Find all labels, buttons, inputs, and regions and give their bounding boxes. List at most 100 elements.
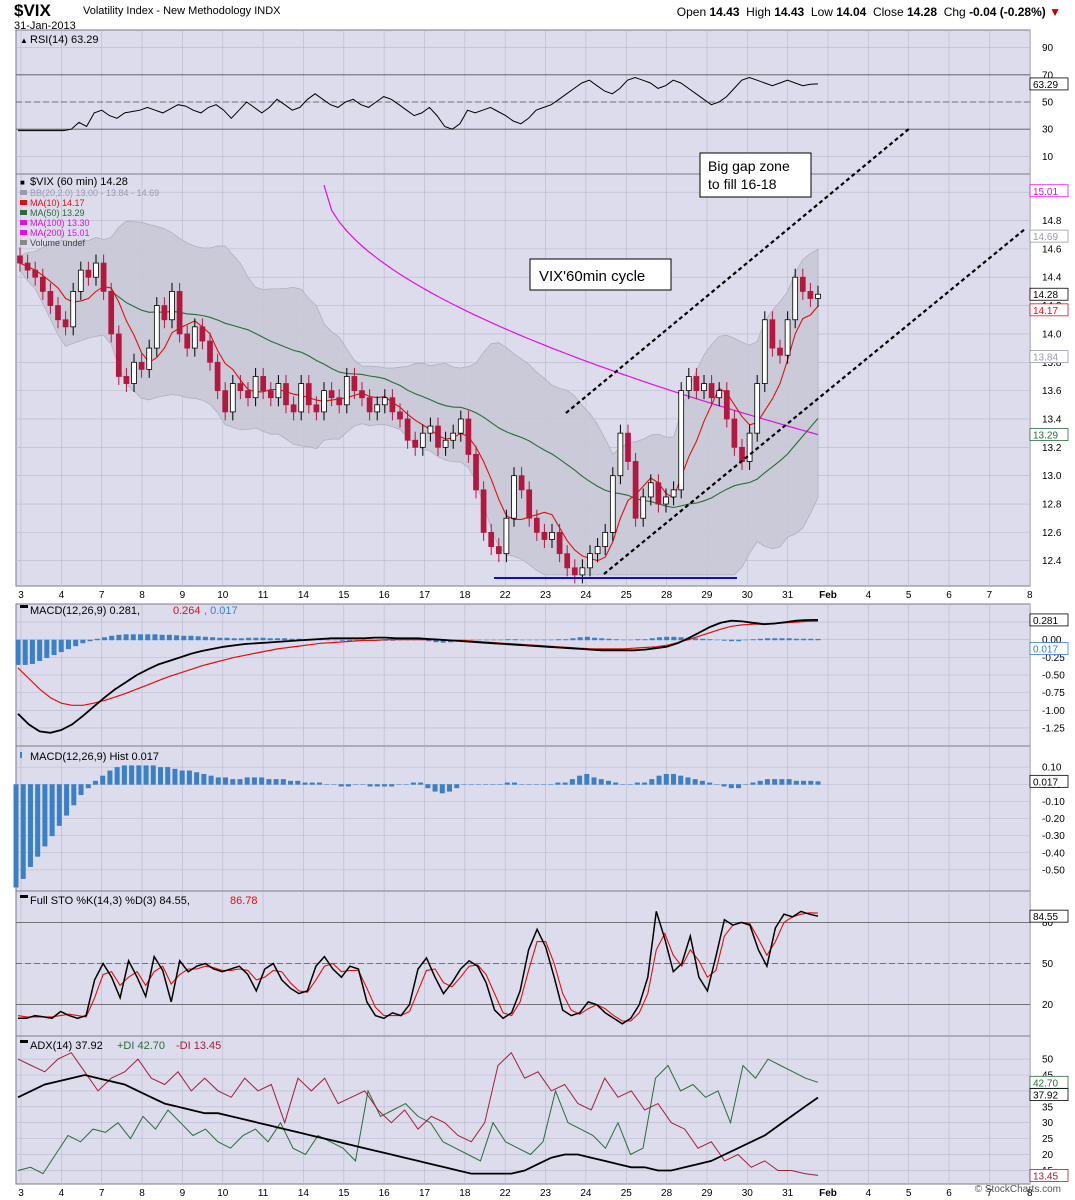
hist-bar — [136, 765, 142, 785]
macd-hist-bar — [469, 639, 475, 641]
candle-body — [807, 291, 814, 299]
hist-bar — [42, 784, 48, 847]
macd-hist-bar — [664, 636, 670, 641]
candle-body — [594, 546, 601, 555]
macd-hist-bar — [159, 634, 165, 641]
hist-bar — [396, 784, 402, 785]
hist-bar — [353, 784, 359, 785]
macd-hist-bar — [152, 634, 158, 641]
x-tick-label-bottom: Feb — [819, 1188, 837, 1199]
candle-body — [305, 383, 312, 406]
hist-bar — [699, 780, 705, 785]
candle-body — [245, 390, 251, 399]
macd-hist-bar — [332, 639, 338, 641]
ytick-label-rsi: 50 — [1042, 98, 1054, 109]
x-tick-label-bottom: 25 — [621, 1188, 633, 1199]
hist-bar — [685, 777, 691, 785]
adx-title: ADX(14) 37.92 — [30, 1040, 103, 1052]
candle-body — [176, 291, 183, 335]
hist-bar — [201, 773, 207, 785]
macd-hist-bar — [476, 639, 482, 641]
hist-bar — [172, 768, 178, 785]
macd-hist-bar — [145, 634, 151, 641]
candle-body — [32, 269, 39, 278]
macd-hist-bar — [563, 639, 569, 641]
ticker-symbol: $VIX — [14, 1, 51, 20]
hist-bar — [360, 784, 366, 785]
hist-bar — [345, 784, 351, 787]
candle-body — [465, 418, 472, 455]
hist-bar — [540, 784, 546, 785]
macd-hist-bar — [274, 638, 280, 641]
hist-bar — [259, 777, 265, 785]
x-tick-label-bottom: 22 — [500, 1188, 512, 1199]
macd-hist-bar — [577, 637, 583, 641]
hist-bar — [678, 775, 684, 785]
x-tick-label-bottom: 8 — [1027, 1188, 1033, 1199]
macd-hist-bar — [707, 639, 713, 641]
candle-body — [564, 553, 571, 569]
x-tick-label-price: 9 — [180, 590, 186, 601]
price-axis-tag: 14.69 — [1033, 232, 1058, 243]
candle-body — [457, 418, 464, 434]
hist-bar — [721, 784, 727, 787]
hist-bar — [367, 784, 373, 787]
x-tick-label-price: 14 — [298, 590, 310, 601]
x-tick-label-price: 7 — [99, 590, 105, 601]
legend-entry: MA(100) 13.30 — [30, 218, 90, 228]
candle-body — [169, 291, 175, 321]
macd-hist-bar — [498, 639, 504, 641]
x-tick-label-price: 6 — [946, 590, 952, 601]
candle-body — [473, 454, 479, 491]
candle-body — [77, 269, 84, 292]
ytick-label-adx: 20 — [1042, 1150, 1054, 1161]
x-tick-label-price: 10 — [217, 590, 229, 601]
hist-bar — [389, 784, 395, 787]
ytick-label-price: 12.4 — [1042, 556, 1062, 567]
annotation-box-cycle — [529, 258, 672, 291]
x-tick-label-price: 11 — [258, 590, 269, 601]
candle-body — [670, 489, 677, 498]
x-tick-label-price: 7 — [987, 590, 993, 601]
hist-bar — [577, 775, 583, 785]
sto-d-value: 86.78 — [230, 895, 258, 907]
legend-entry: MA(10) 14.17 — [30, 198, 85, 208]
x-tick-label-bottom: 11 — [258, 1188, 269, 1199]
legend-swatch — [20, 230, 27, 235]
hist-bar — [627, 784, 633, 785]
hist-bar — [519, 784, 525, 785]
macd-hist-bar — [101, 637, 107, 641]
macd-hist-bar — [339, 639, 345, 641]
candle-body — [617, 432, 624, 477]
macd-hist-bar — [570, 638, 576, 641]
macd-hist-bar — [592, 637, 598, 641]
legend-swatch — [20, 210, 27, 215]
ytick-label-macd_hist: -0.50 — [1042, 865, 1065, 876]
x-tick-label-bottom: 4 — [866, 1188, 872, 1199]
hist-bar — [280, 779, 286, 785]
candle-body — [389, 397, 396, 413]
sto-k-line — [18, 910, 819, 1025]
sto-title: Full STO %K(14,3) %D(3) 84.55, — [30, 895, 190, 907]
price-axis-tag: 15.01 — [1033, 187, 1058, 198]
candle-body — [533, 517, 540, 533]
ytick-label-full_sto: 20 — [1042, 1000, 1054, 1011]
macd-hist-bar — [541, 639, 547, 641]
hist-bar — [186, 770, 192, 785]
candle-body — [131, 361, 137, 384]
macd-hist-bar — [556, 639, 562, 641]
candle-body — [146, 347, 153, 370]
sto-axis-tag: 84.55 — [1033, 912, 1058, 923]
ytick-label-adx: 30 — [1042, 1118, 1054, 1129]
hist-bar — [143, 765, 149, 785]
x-tick-label-bottom: 8 — [139, 1188, 145, 1199]
price-axis-tag: 14.17 — [1033, 306, 1058, 317]
candle-body — [214, 361, 221, 392]
x-tick-label-bottom: 4 — [59, 1188, 65, 1199]
annotation-cycle: VIX'60min cycle — [539, 268, 645, 285]
hist-bar — [266, 779, 272, 785]
price-axis-tag: 13.84 — [1033, 353, 1058, 364]
macd-hist-bar — [750, 639, 756, 641]
x-tick-label-price: 29 — [701, 590, 713, 601]
